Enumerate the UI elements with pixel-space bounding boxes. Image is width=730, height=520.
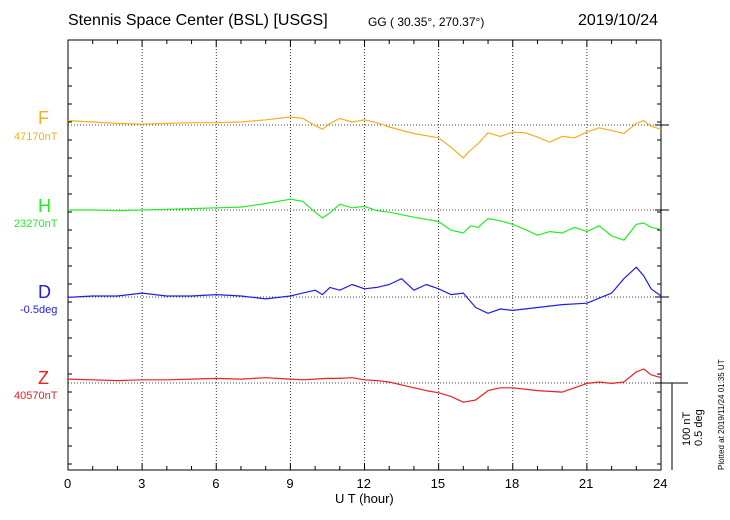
series-line-f bbox=[67, 116, 662, 159]
x-tick-label: 21 bbox=[578, 476, 594, 491]
series-line-z bbox=[67, 368, 662, 403]
series-name-d: D bbox=[38, 282, 51, 302]
series-name-h: H bbox=[38, 196, 51, 216]
plotted-note: Plotted at 2019/11/24 01:35 UT bbox=[717, 359, 726, 470]
x-tick-label: 9 bbox=[286, 476, 294, 491]
x-tick-label: 15 bbox=[430, 476, 446, 491]
series-line-d bbox=[67, 266, 662, 314]
scale-deg-label: 0.5 deg bbox=[693, 409, 705, 446]
series-baseline-h: 23270nT bbox=[14, 218, 58, 230]
series-lines bbox=[67, 116, 662, 403]
series-baseline-z: 40570nT bbox=[14, 390, 58, 402]
x-tick-label: 12 bbox=[356, 476, 371, 491]
x-axis-label: U T (hour) bbox=[335, 491, 394, 506]
series-baseline-f: 47170nT bbox=[14, 131, 58, 143]
scale-bar bbox=[661, 382, 688, 470]
x-tick-label: 3 bbox=[138, 476, 146, 491]
series-line-h bbox=[68, 198, 662, 241]
x-tick-label: 24 bbox=[653, 476, 668, 491]
baseline-markers bbox=[655, 124, 669, 384]
scale-nt-label: 100 nT bbox=[681, 411, 693, 446]
station-coordinates: GG ( 30.35°, 270.37°) bbox=[368, 15, 485, 29]
x-tick-label: 0 bbox=[64, 476, 72, 491]
series-baseline-d: -0.5deg bbox=[20, 304, 58, 316]
plot-frame bbox=[67, 39, 662, 471]
station-title: Stennis Space Center (BSL) [USGS] bbox=[68, 12, 328, 29]
x-tick-label: 6 bbox=[212, 476, 220, 491]
x-tick-label: 18 bbox=[504, 476, 520, 491]
series-name-z: Z bbox=[38, 368, 49, 388]
chart-date: 2019/10/24 bbox=[578, 12, 659, 29]
grid-lines bbox=[68, 40, 661, 470]
series-name-f: F bbox=[38, 108, 49, 128]
axis-ticks bbox=[67, 40, 662, 470]
